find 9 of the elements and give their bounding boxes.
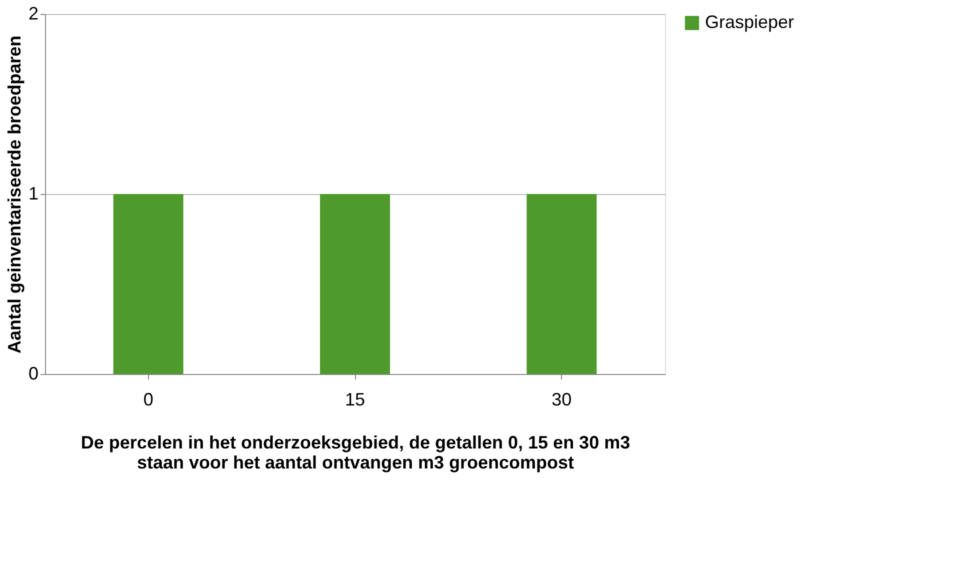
- y-axis-title: Aantal geinventariseerde broedparen: [4, 35, 24, 354]
- y-tick-label: 1: [28, 184, 38, 204]
- y-tick-label: 0: [28, 364, 38, 384]
- y-tick-label: 2: [28, 4, 38, 24]
- x-tick-label: 0: [143, 390, 154, 410]
- x-tick-label: 30: [552, 390, 572, 410]
- x-tick-label: 15: [344, 390, 366, 410]
- x-axis-title: De percelen in het onderzoeksgebied, de getallen 0, 15 en 30 m3 staan voor het aantal ontvangen m3 groencompost: [80, 432, 630, 472]
- legend-label: Graspieper: [705, 12, 794, 32]
